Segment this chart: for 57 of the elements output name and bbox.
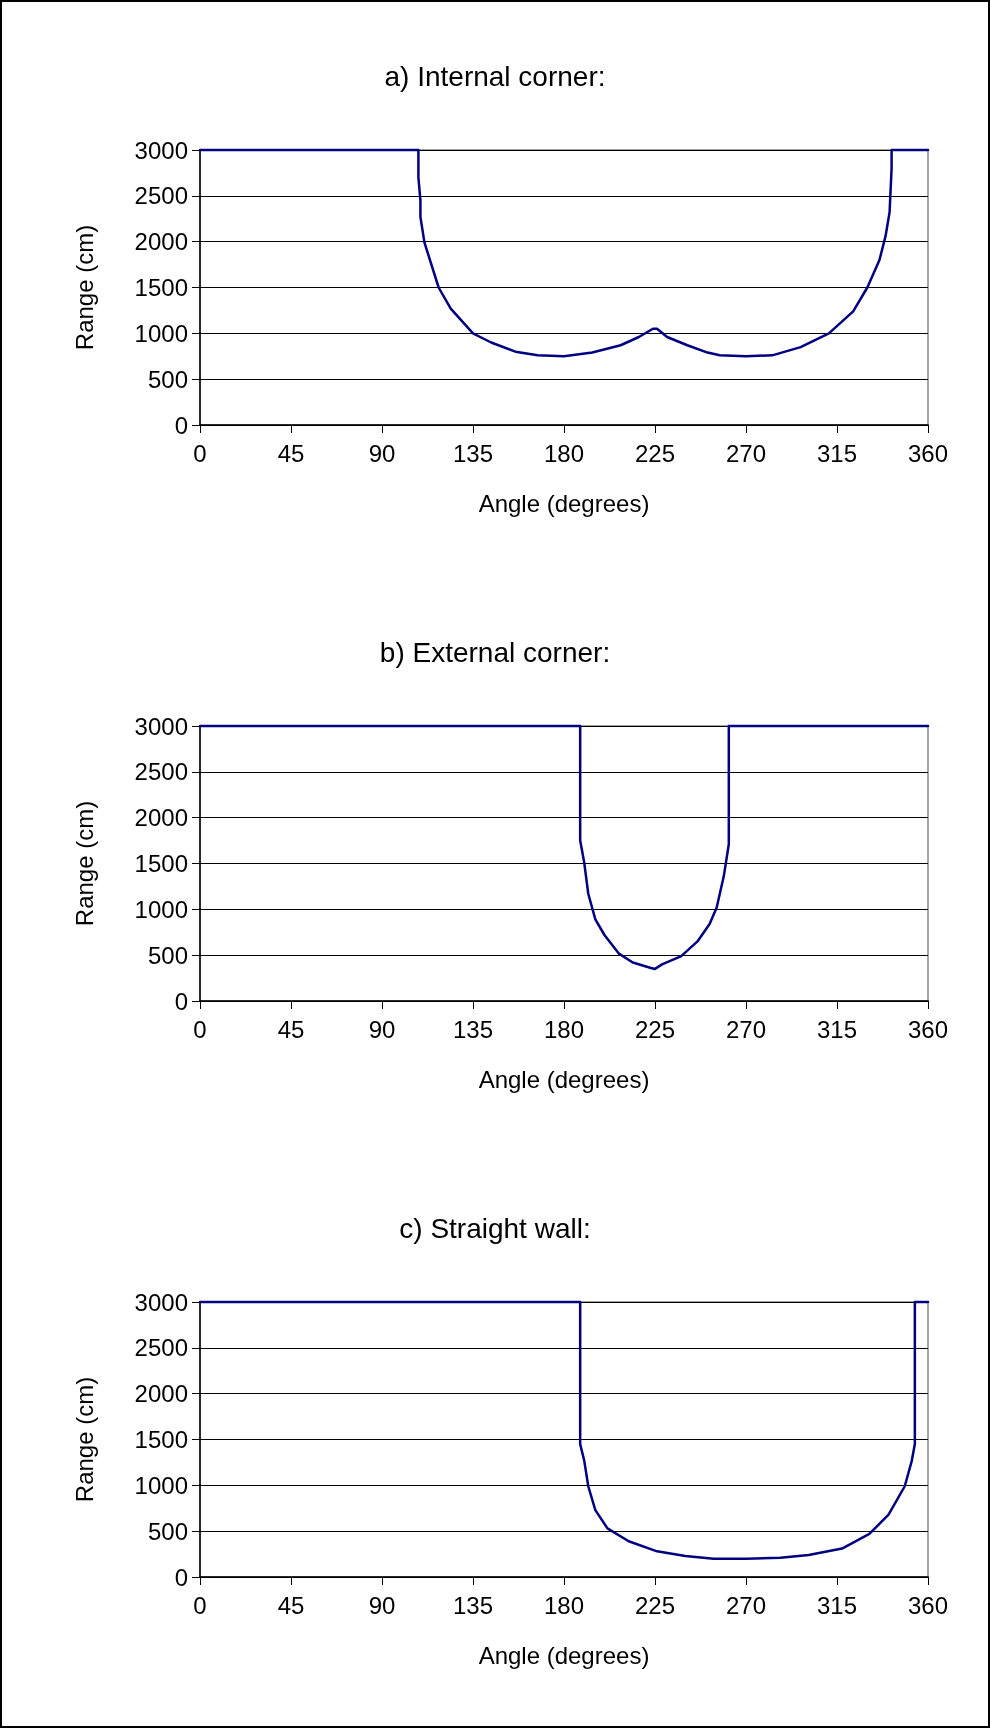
x-tick-label: 315 — [816, 1015, 858, 1043]
y-tick-label: 3000 — [134, 712, 188, 740]
y-tick-label: 1500 — [134, 1426, 188, 1453]
x-tick-label: 360 — [907, 1015, 949, 1043]
y-tick-label: 500 — [147, 1517, 188, 1545]
x-tick-label: 360 — [907, 439, 949, 467]
y-tick-label: 0 — [174, 1563, 188, 1591]
x-tick-label: 0 — [193, 439, 207, 467]
y-tick-label: 3000 — [134, 136, 188, 164]
x-tick-label: 270 — [725, 1015, 767, 1043]
x-tick-label: 225 — [634, 1591, 676, 1619]
y-tick-label: 0 — [174, 411, 188, 439]
x-tick-label: 180 — [543, 1591, 585, 1619]
x-tick-label: 45 — [277, 1591, 305, 1619]
x-tick-label: 315 — [816, 1591, 858, 1619]
x-tick-label: 45 — [277, 1015, 305, 1043]
y-tick-label: 2500 — [134, 758, 188, 786]
x-axis-title: Angle (degrees) — [478, 1065, 650, 1093]
y-tick-label: 500 — [147, 365, 188, 393]
x-tick-label: 360 — [907, 1591, 949, 1619]
x-tick-label: 135 — [452, 439, 494, 467]
y-tick-label: 1000 — [134, 895, 188, 923]
x-tick-label: 90 — [368, 439, 396, 467]
y-tick-label: 2500 — [134, 1334, 188, 1362]
x-tick-label: 90 — [368, 1591, 396, 1619]
y-tick-label: 2000 — [134, 1380, 188, 1408]
y-axis-title: Range (cm) — [70, 224, 98, 351]
y-tick-label: 1000 — [134, 319, 188, 347]
x-axis-title: Angle (degrees) — [478, 1641, 650, 1669]
x-tick-label: 45 — [277, 439, 305, 467]
x-tick-label: 270 — [725, 1591, 767, 1619]
x-tick-label: 225 — [634, 1015, 676, 1043]
y-tick-label: 2000 — [134, 804, 188, 832]
y-axis-title: Range (cm) — [70, 800, 98, 927]
y-tick-label: 2500 — [134, 182, 188, 210]
x-tick-label: 315 — [816, 439, 858, 467]
x-tick-label: 225 — [634, 439, 676, 467]
x-tick-label: 0 — [193, 1591, 207, 1619]
x-tick-label: 270 — [725, 439, 767, 467]
y-tick-label: 0 — [174, 987, 188, 1015]
x-tick-label: 135 — [452, 1591, 494, 1619]
x-tick-label: 90 — [368, 1015, 396, 1043]
x-axis-title: Angle (degrees) — [478, 489, 650, 517]
y-tick-label: 1500 — [134, 274, 188, 301]
y-tick-label: 500 — [147, 941, 188, 969]
y-tick-label: 1500 — [134, 850, 188, 877]
y-axis-title: Range (cm) — [70, 1376, 98, 1503]
x-tick-label: 0 — [193, 1015, 207, 1043]
x-tick-label: 180 — [543, 439, 585, 467]
y-tick-label: 3000 — [134, 1288, 188, 1316]
y-tick-label: 2000 — [134, 228, 188, 256]
chart-title: a) Internal corner: — [384, 60, 606, 92]
chart-title: b) External corner: — [379, 636, 611, 668]
x-tick-label: 180 — [543, 1015, 585, 1043]
chart-title: c) Straight wall: — [399, 1212, 591, 1244]
y-tick-label: 1000 — [134, 1471, 188, 1499]
x-tick-label: 135 — [452, 1015, 494, 1043]
